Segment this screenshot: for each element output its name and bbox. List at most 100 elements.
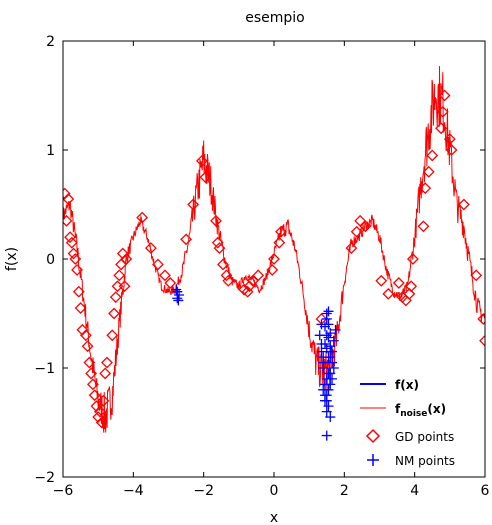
nm-point xyxy=(328,363,339,373)
gd-point xyxy=(116,247,129,260)
gd-point xyxy=(74,302,87,314)
gd-point xyxy=(405,280,418,293)
nm-point xyxy=(316,339,327,350)
gd-point xyxy=(106,329,119,342)
gd-point xyxy=(419,182,432,195)
nm-point xyxy=(327,373,338,384)
gd-point xyxy=(199,171,212,184)
nm-point xyxy=(318,357,329,368)
gd-point xyxy=(345,242,358,255)
gd-point xyxy=(268,253,280,265)
nm-point xyxy=(325,412,336,423)
gd-point xyxy=(195,154,208,167)
y-tick-label: 0 xyxy=(46,252,55,268)
gd-point xyxy=(76,323,89,336)
gd-point xyxy=(136,211,149,224)
gd-point xyxy=(63,187,71,200)
gd-point xyxy=(63,193,75,205)
x-tick-label: 4 xyxy=(410,483,419,499)
gd-point xyxy=(438,89,451,102)
gd-point xyxy=(111,280,124,293)
gd-point xyxy=(443,133,456,146)
gd-point xyxy=(109,291,122,304)
gd-point xyxy=(95,416,108,429)
nm-point xyxy=(321,343,332,354)
y-tick-label: −2 xyxy=(34,470,55,486)
nm-point xyxy=(325,379,336,390)
gd-point xyxy=(81,340,94,353)
nm-point xyxy=(321,390,332,401)
x-axis-label: x xyxy=(270,510,278,525)
y-tick-label: 2 xyxy=(46,34,55,50)
gd-point xyxy=(273,236,286,249)
chart-title: esempio xyxy=(245,10,305,26)
gd-point xyxy=(90,400,103,413)
gd-point xyxy=(435,122,447,135)
fnoise-series xyxy=(63,66,485,433)
gd-point xyxy=(392,277,405,289)
x-axis-ticks: −6 −4 −2 0 2 4 6 xyxy=(53,41,490,499)
gd-point xyxy=(97,394,110,407)
gd-point xyxy=(88,389,101,402)
gd-point xyxy=(101,356,113,369)
fnoise-line xyxy=(63,66,485,433)
gd-point xyxy=(159,269,171,282)
gd-point xyxy=(187,198,200,211)
gd-point xyxy=(422,165,435,178)
gd-point xyxy=(211,236,224,249)
gd-point xyxy=(152,258,164,271)
nm-points xyxy=(171,284,341,441)
x-tick-label: −2 xyxy=(193,483,214,499)
gd-point xyxy=(403,287,416,300)
gd-point xyxy=(115,258,127,271)
gd-point xyxy=(222,274,235,287)
gd-point xyxy=(79,329,92,342)
nm-point xyxy=(325,328,336,339)
nm-point xyxy=(323,332,334,343)
nm-point xyxy=(321,406,332,417)
gd-point xyxy=(350,225,363,238)
y-axis-ticks: −2 −1 0 1 2 xyxy=(34,34,485,486)
gd-points xyxy=(63,89,485,429)
nm-point xyxy=(173,295,184,306)
gd-point xyxy=(477,313,485,325)
x-tick-label: 6 xyxy=(481,483,490,499)
nm-point xyxy=(330,324,341,335)
gd-point xyxy=(220,269,233,282)
x-tick-label: 2 xyxy=(340,483,349,499)
y-axis-label: f(x) xyxy=(4,247,20,271)
nm-point xyxy=(327,346,338,357)
gd-point xyxy=(144,242,157,255)
x-tick-label: −6 xyxy=(53,483,74,499)
gd-point xyxy=(445,144,458,156)
legend: f(x) fnoise(x) GD points NM points xyxy=(360,378,455,468)
gd-point xyxy=(399,294,412,307)
legend-gd-label: GD points xyxy=(395,430,454,444)
gd-point xyxy=(266,263,279,276)
gd-point xyxy=(217,258,229,271)
gd-point xyxy=(85,367,98,380)
gd-point xyxy=(210,214,222,227)
gd-point xyxy=(479,334,485,347)
legend-fnoise-label: fnoise(x) xyxy=(395,402,446,419)
gd-point xyxy=(406,253,419,265)
gd-point xyxy=(65,236,78,249)
gd-point xyxy=(436,105,449,118)
gd-point xyxy=(72,285,85,298)
gd-point xyxy=(164,277,177,289)
nm-point xyxy=(321,308,332,319)
gd-point xyxy=(375,274,388,287)
gd-point xyxy=(120,253,133,265)
gd-point xyxy=(470,269,483,282)
gd-point xyxy=(354,214,367,227)
gd-point xyxy=(213,242,226,255)
gd-point xyxy=(382,287,395,300)
gd-point xyxy=(275,225,287,238)
gd-point xyxy=(67,247,80,260)
nm-point xyxy=(323,401,334,412)
gd-point xyxy=(83,356,96,369)
gd-point xyxy=(113,269,126,282)
gd-point xyxy=(71,263,83,276)
nm-point xyxy=(323,368,334,379)
